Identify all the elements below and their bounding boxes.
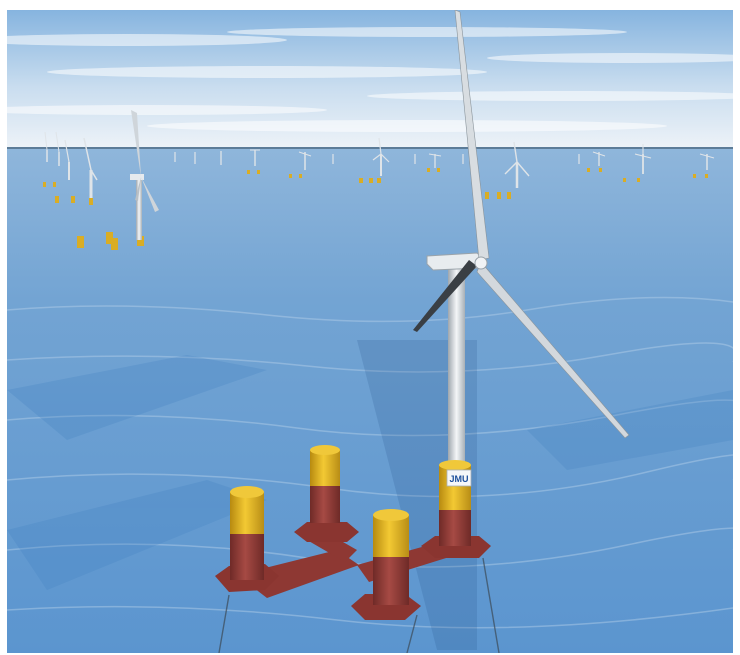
sea-ripples: [7, 296, 733, 629]
hub: [474, 256, 488, 270]
floating-platform: JMU: [215, 445, 500, 653]
clouds: [7, 27, 733, 132]
offshore-wind-farm-scene: JMU: [7, 10, 733, 653]
tower: [448, 268, 465, 468]
distant-turbines: [44, 131, 715, 198]
main-turbine: [413, 10, 630, 468]
distant-floats: [43, 168, 708, 250]
sea-shadows: [7, 355, 733, 590]
mid-turbine: [130, 110, 159, 240]
mooring-lines: [218, 557, 500, 653]
blade-left: [413, 260, 477, 332]
turbine-shadow: [357, 340, 477, 650]
jmu-logo: JMU: [449, 474, 468, 484]
